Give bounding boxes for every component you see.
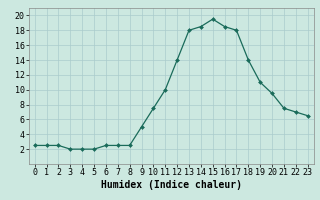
X-axis label: Humidex (Indice chaleur): Humidex (Indice chaleur) [101,180,242,190]
